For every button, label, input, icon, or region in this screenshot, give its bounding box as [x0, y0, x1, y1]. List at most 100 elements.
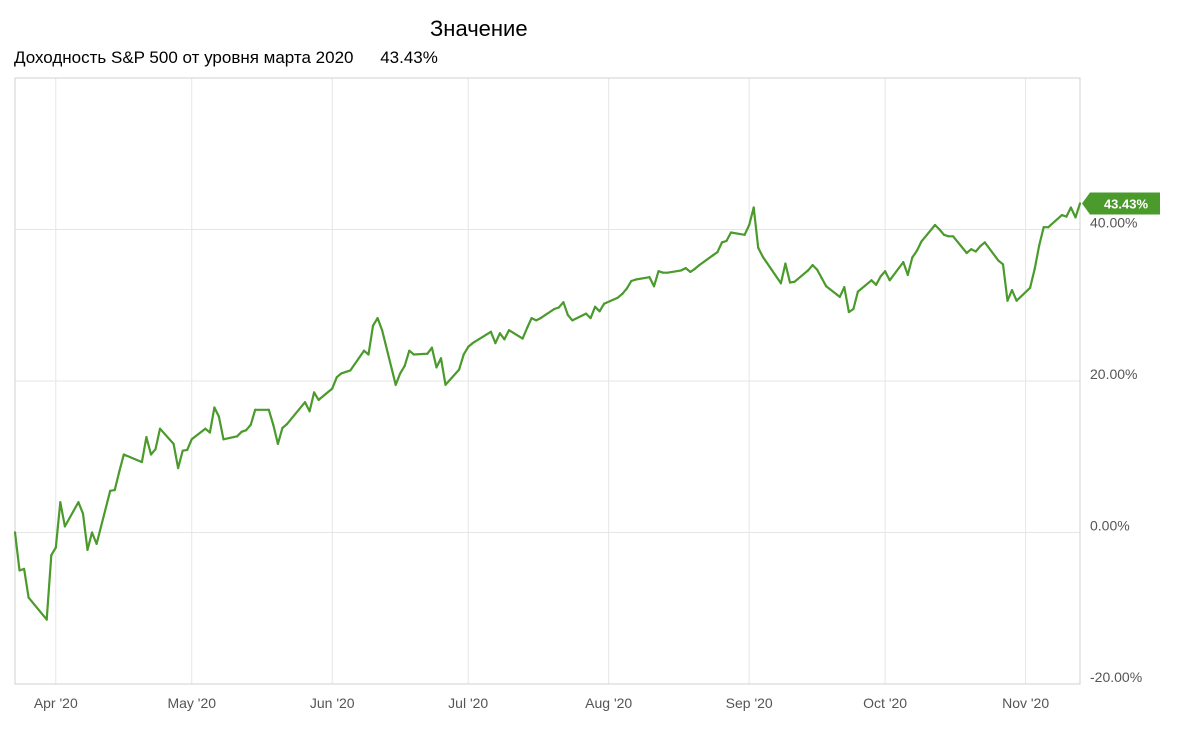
data-point	[879, 275, 882, 278]
x-tick-label: Oct '20	[863, 695, 907, 711]
data-point	[190, 438, 193, 441]
data-point	[630, 279, 633, 283]
data-point	[27, 596, 30, 599]
data-point	[394, 383, 397, 386]
data-point	[716, 251, 719, 254]
data-point	[571, 319, 574, 322]
series-label: Доходность S&P 500 от уровня марта 2020	[14, 48, 354, 67]
y-tick-label: -20.00%	[1090, 669, 1142, 685]
data-point	[471, 342, 474, 345]
y-axis: -20.00% 0.00% 20.00% 40.00%	[1090, 215, 1142, 686]
data-point	[625, 287, 628, 290]
data-point	[657, 270, 660, 273]
data-point	[367, 353, 370, 356]
data-point	[761, 255, 764, 258]
legend-header: Значение	[430, 16, 528, 41]
data-point	[847, 310, 850, 314]
data-point	[843, 285, 846, 289]
data-point	[979, 245, 982, 248]
data-point	[757, 246, 760, 249]
y-tick-label: 40.00%	[1090, 215, 1137, 231]
data-point	[149, 453, 153, 456]
data-point	[784, 262, 787, 265]
data-point	[145, 435, 148, 439]
last-value-badge	[1082, 192, 1160, 215]
data-point	[1006, 299, 1009, 302]
last-value-label: 43.43%	[1104, 197, 1149, 212]
data-point	[303, 401, 307, 404]
data-point	[806, 269, 810, 272]
data-point	[272, 423, 275, 427]
data-point	[217, 415, 221, 418]
data-point	[245, 429, 248, 432]
data-points	[13, 202, 1082, 621]
data-point	[1001, 263, 1005, 266]
data-point	[208, 431, 211, 434]
data-point	[521, 337, 524, 340]
data-point	[589, 317, 592, 320]
data-point	[118, 470, 121, 473]
data-point	[408, 349, 411, 352]
data-point	[335, 376, 338, 379]
data-point	[317, 398, 320, 402]
data-point	[593, 305, 597, 308]
data-point	[530, 317, 533, 320]
data-point	[616, 296, 619, 299]
data-point	[1074, 216, 1077, 219]
x-tick-label: Aug '20	[585, 695, 632, 711]
data-point	[122, 453, 125, 456]
series-current-value: 43.43%	[380, 48, 438, 67]
data-point	[911, 256, 914, 259]
data-point	[362, 349, 366, 352]
data-point	[584, 312, 588, 315]
data-point	[81, 512, 85, 515]
data-point	[235, 435, 239, 438]
last-value-tag: 43.43%	[1082, 192, 1160, 215]
data-point	[489, 330, 492, 333]
data-point	[920, 240, 923, 243]
data-point	[18, 569, 21, 572]
data-point	[276, 442, 279, 445]
data-point	[462, 353, 465, 356]
data-point	[974, 250, 977, 253]
data-point	[498, 332, 502, 335]
data-point	[177, 467, 180, 470]
data-point	[494, 342, 497, 345]
data-point	[621, 292, 624, 295]
data-point	[1060, 214, 1063, 217]
data-point	[181, 449, 184, 452]
data-point	[811, 264, 814, 267]
data-point	[938, 228, 941, 231]
data-point	[154, 448, 157, 451]
data-point	[838, 295, 841, 299]
data-point	[720, 241, 724, 244]
data-point	[267, 408, 270, 411]
data-point	[661, 271, 665, 274]
data-point	[1038, 244, 1041, 247]
data-point	[965, 251, 968, 255]
data-point	[1069, 206, 1073, 209]
data-point	[970, 248, 973, 251]
data-point	[109, 489, 112, 492]
data-point	[698, 264, 701, 267]
data-point	[874, 283, 878, 286]
data-point	[598, 310, 601, 313]
data-point	[50, 554, 53, 557]
series-line	[13, 202, 1082, 621]
data-point	[439, 357, 443, 360]
data-point	[331, 387, 334, 390]
data-point	[113, 488, 116, 492]
data-point	[557, 306, 560, 309]
data-point	[634, 278, 637, 281]
x-tick-label: Jun '20	[310, 695, 355, 711]
data-point	[553, 307, 556, 311]
x-tick-label: Nov '20	[1002, 695, 1049, 711]
data-point	[729, 231, 733, 234]
data-point	[254, 408, 257, 411]
data-point	[983, 241, 986, 244]
data-point	[793, 280, 796, 283]
data-point	[86, 548, 89, 552]
data-point	[725, 239, 728, 242]
data-point	[412, 353, 415, 356]
